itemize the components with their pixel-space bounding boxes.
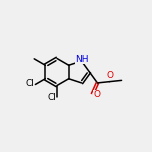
Text: O: O — [107, 71, 114, 80]
Text: Cl: Cl — [47, 93, 56, 102]
Text: Cl: Cl — [26, 79, 34, 88]
Text: O: O — [93, 90, 100, 99]
Text: NH: NH — [75, 55, 89, 64]
